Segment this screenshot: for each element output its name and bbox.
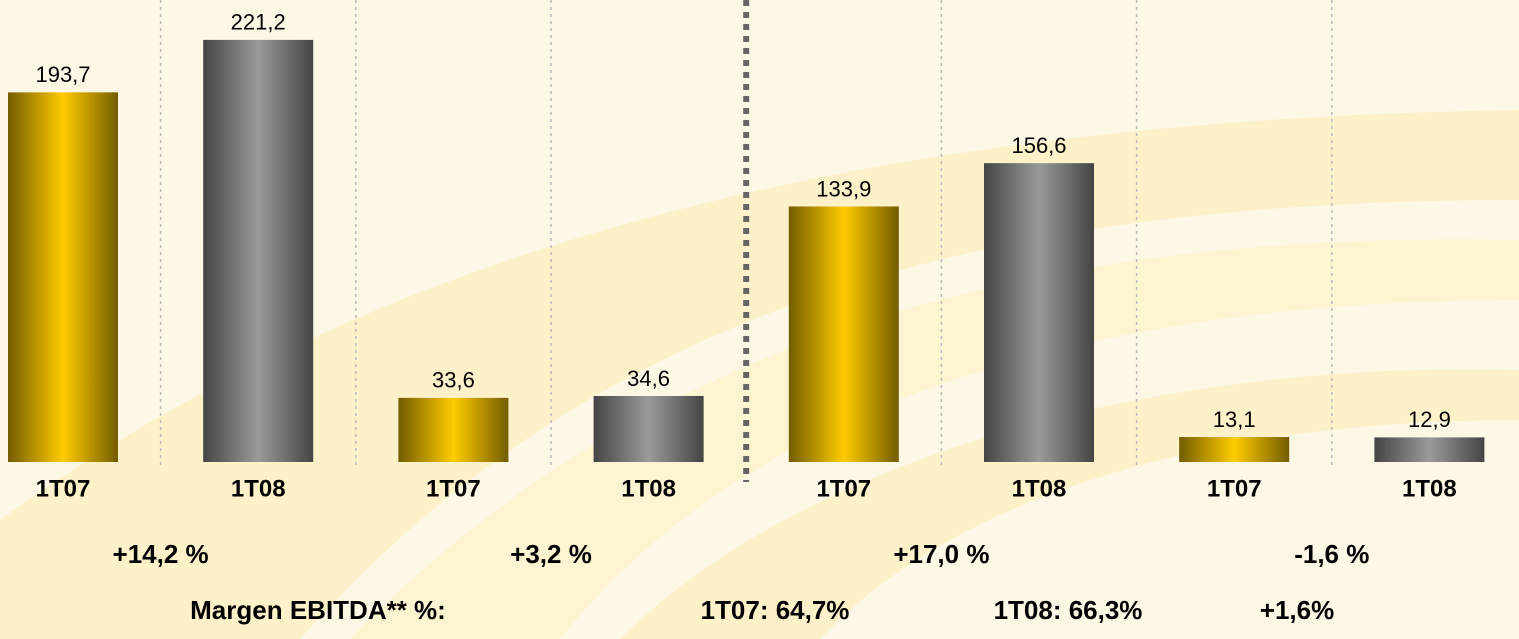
value-label: 193,7 bbox=[35, 62, 90, 87]
growth-label: +17,0 % bbox=[893, 539, 989, 569]
x-tick-label: 1T07 bbox=[1207, 475, 1262, 502]
bar bbox=[203, 39, 314, 462]
value-label: 133,9 bbox=[816, 176, 871, 201]
bar bbox=[398, 397, 509, 462]
value-label: 221,2 bbox=[231, 10, 286, 35]
swoosh bbox=[0, 110, 1519, 639]
value-label: 34,6 bbox=[627, 366, 670, 391]
growth-label: -1,6 % bbox=[1294, 539, 1369, 569]
bar bbox=[8, 92, 118, 462]
growth-label: +3,2 % bbox=[510, 539, 592, 569]
footer-text: Margen EBITDA** %: bbox=[190, 595, 446, 625]
x-tick-label: 1T07 bbox=[36, 475, 91, 502]
bar bbox=[788, 206, 899, 462]
bar bbox=[984, 163, 1094, 462]
value-label: 13,1 bbox=[1213, 407, 1256, 432]
bar bbox=[1179, 437, 1290, 462]
x-tick-label: 1T08 bbox=[231, 475, 286, 502]
swoosh bbox=[620, 369, 1519, 639]
value-label: 33,6 bbox=[432, 368, 475, 393]
value-label: 12,9 bbox=[1408, 407, 1451, 432]
x-tick-label: 1T07 bbox=[426, 475, 481, 502]
x-tick-label: 1T07 bbox=[816, 475, 871, 502]
growth-label: +14,2 % bbox=[113, 539, 209, 569]
x-tick-label: 1T08 bbox=[1402, 475, 1457, 502]
x-tick-label: 1T08 bbox=[621, 475, 676, 502]
footer-text: 1T08: 66,3% bbox=[994, 595, 1143, 625]
value-label: 156,6 bbox=[1011, 133, 1066, 158]
bar bbox=[1374, 437, 1485, 462]
bar bbox=[593, 395, 704, 462]
x-tick-label: 1T08 bbox=[1012, 475, 1067, 502]
footer-text: 1T07: 64,7% bbox=[701, 595, 850, 625]
footer-text: +1,6% bbox=[1260, 595, 1334, 625]
swoosh bbox=[350, 239, 1519, 639]
